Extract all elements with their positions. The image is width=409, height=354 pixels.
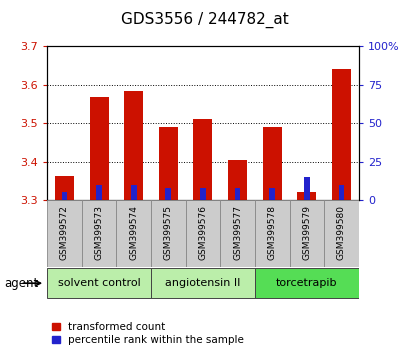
Text: GSM399574: GSM399574 — [129, 205, 138, 260]
Bar — [338, 185, 344, 200]
Bar — [124, 91, 143, 200]
Bar — [47, 200, 81, 267]
Bar — [130, 185, 136, 200]
Bar — [254, 200, 289, 267]
Bar — [61, 192, 67, 200]
Text: torcetrapib: torcetrapib — [275, 278, 337, 288]
Text: GSM399577: GSM399577 — [232, 205, 241, 261]
Bar — [269, 188, 274, 200]
Bar — [96, 185, 102, 200]
Bar — [185, 200, 220, 267]
Bar — [89, 97, 108, 200]
Bar — [331, 69, 350, 200]
Bar — [227, 160, 247, 200]
Bar — [200, 188, 205, 200]
Bar — [297, 192, 316, 200]
Bar — [47, 268, 151, 298]
Text: agent: agent — [4, 277, 38, 290]
Bar — [262, 127, 281, 200]
Text: angiotensin II: angiotensin II — [165, 278, 240, 288]
Text: GSM399575: GSM399575 — [164, 205, 173, 261]
Text: GSM399578: GSM399578 — [267, 205, 276, 261]
Bar — [55, 176, 74, 200]
Bar — [303, 177, 309, 200]
Text: GDS3556 / 244782_at: GDS3556 / 244782_at — [121, 11, 288, 28]
Bar — [234, 188, 240, 200]
Bar — [116, 200, 151, 267]
Text: GSM399580: GSM399580 — [336, 205, 345, 261]
Text: solvent control: solvent control — [58, 278, 140, 288]
Bar — [151, 268, 254, 298]
Bar — [81, 200, 116, 267]
Bar — [220, 200, 254, 267]
Text: GSM399573: GSM399573 — [94, 205, 103, 261]
Text: GSM399579: GSM399579 — [301, 205, 310, 261]
Bar — [289, 200, 324, 267]
Bar — [254, 268, 358, 298]
Text: GSM399576: GSM399576 — [198, 205, 207, 261]
Text: GSM399572: GSM399572 — [60, 205, 69, 260]
Bar — [324, 200, 358, 267]
Legend: transformed count, percentile rank within the sample: transformed count, percentile rank withi… — [52, 322, 243, 345]
Bar — [151, 200, 185, 267]
Bar — [165, 188, 171, 200]
Bar — [158, 127, 178, 200]
Bar — [193, 119, 212, 200]
